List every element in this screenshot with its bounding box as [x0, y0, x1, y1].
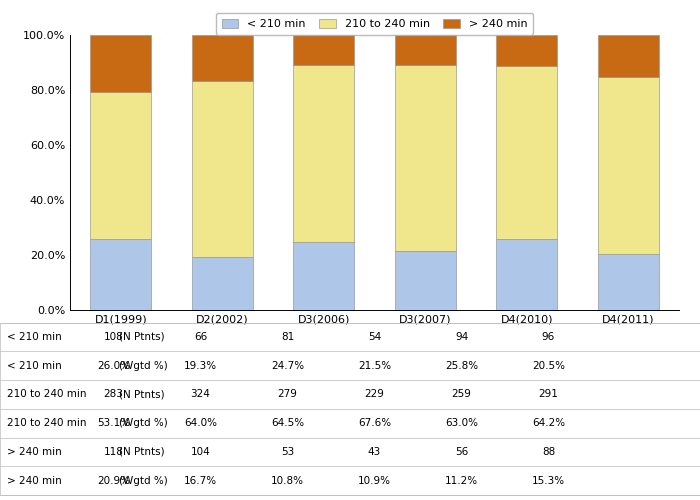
Bar [598, 254, 659, 310]
Text: 67.6%: 67.6% [358, 418, 391, 428]
Text: 64.5%: 64.5% [271, 418, 304, 428]
Text: 229: 229 [365, 390, 384, 400]
Text: (N Ptnts): (N Ptnts) [119, 447, 164, 457]
Text: 10.8%: 10.8% [271, 476, 304, 486]
Bar [90, 92, 151, 238]
Text: 64.2%: 64.2% [532, 418, 565, 428]
Text: 96: 96 [542, 332, 555, 342]
Bar [395, 251, 456, 310]
Text: (Wgtd %): (Wgtd %) [119, 360, 168, 370]
Text: 108: 108 [104, 332, 123, 342]
Text: 11.2%: 11.2% [445, 476, 478, 486]
Text: (N Ptnts): (N Ptnts) [119, 390, 164, 400]
Legend: < 210 min, 210 to 240 min, > 240 min: < 210 min, 210 to 240 min, > 240 min [216, 13, 533, 34]
Bar [496, 239, 557, 310]
Text: 279: 279 [278, 390, 298, 400]
Bar [293, 64, 354, 242]
Bar [293, 35, 354, 64]
Bar [598, 77, 659, 254]
Text: 66: 66 [194, 332, 207, 342]
Text: 20.9%: 20.9% [97, 476, 130, 486]
Text: 15.3%: 15.3% [532, 476, 565, 486]
Text: 25.8%: 25.8% [445, 360, 478, 370]
Text: 10.9%: 10.9% [358, 476, 391, 486]
Text: 54: 54 [368, 332, 381, 342]
Text: 259: 259 [452, 390, 471, 400]
Text: 56: 56 [455, 447, 468, 457]
Text: 104: 104 [190, 447, 211, 457]
Text: < 210 min: < 210 min [7, 332, 62, 342]
Text: 118: 118 [104, 447, 123, 457]
Text: 210 to 240 min: 210 to 240 min [7, 418, 87, 428]
Text: 63.0%: 63.0% [445, 418, 478, 428]
Text: 94: 94 [455, 332, 468, 342]
Text: > 240 min: > 240 min [7, 476, 62, 486]
Bar [90, 35, 151, 92]
Text: 53: 53 [281, 447, 294, 457]
Text: 324: 324 [190, 390, 211, 400]
Bar [192, 81, 253, 257]
Text: 53.1%: 53.1% [97, 418, 130, 428]
Bar [293, 242, 354, 310]
Text: 21.5%: 21.5% [358, 360, 391, 370]
Text: 16.7%: 16.7% [184, 476, 217, 486]
Text: 88: 88 [542, 447, 555, 457]
Text: 64.0%: 64.0% [184, 418, 217, 428]
Text: 291: 291 [538, 390, 559, 400]
Text: 210 to 240 min: 210 to 240 min [7, 390, 87, 400]
Text: (Wgtd %): (Wgtd %) [119, 418, 168, 428]
Bar [496, 66, 557, 239]
Text: 283: 283 [104, 390, 123, 400]
Text: 20.5%: 20.5% [532, 360, 565, 370]
Text: 24.7%: 24.7% [271, 360, 304, 370]
Text: > 240 min: > 240 min [7, 447, 62, 457]
Text: 81: 81 [281, 332, 294, 342]
Text: 43: 43 [368, 447, 381, 457]
Text: (Wgtd %): (Wgtd %) [119, 476, 168, 486]
Text: 26.0%: 26.0% [97, 360, 130, 370]
Bar [395, 35, 456, 65]
Bar [598, 35, 659, 77]
Bar [90, 238, 151, 310]
Text: (N Ptnts): (N Ptnts) [119, 332, 164, 342]
Text: < 210 min: < 210 min [7, 360, 62, 370]
Bar [496, 35, 557, 66]
Text: 19.3%: 19.3% [184, 360, 217, 370]
Bar [395, 65, 456, 251]
Bar [192, 35, 253, 81]
Bar [192, 257, 253, 310]
